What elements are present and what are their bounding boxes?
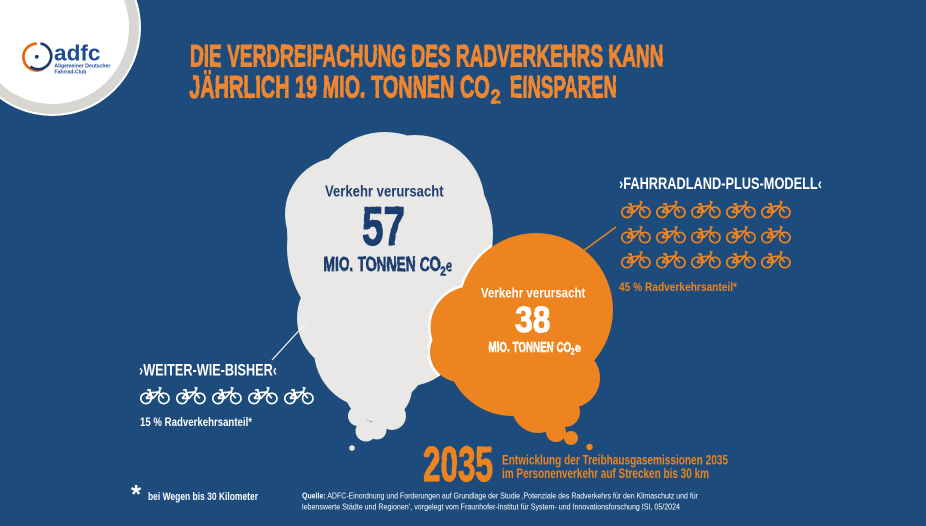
svg-text:38: 38: [515, 299, 550, 340]
svg-text:45 % Radverkehrsanteil*: 45 % Radverkehrsanteil*: [619, 280, 737, 294]
svg-text:e: e: [575, 343, 581, 355]
svg-text:›FAHRRADLAND-PLUS-MODELL‹: ›FAHRRADLAND-PLUS-MODELL‹: [619, 175, 822, 193]
svg-text:2: 2: [440, 264, 446, 279]
svg-text:adfc: adfc: [54, 41, 101, 66]
svg-text:lebenswerte Städte und Regione: lebenswerte Städte und Regionen‘, vorgel…: [302, 502, 680, 511]
svg-text:›WEITER-WIE-BISHER‹: ›WEITER-WIE-BISHER‹: [139, 362, 277, 380]
svg-text:DIE VERDREIFACHUNG DES RADVERK: DIE VERDREIFACHUNG DES RADVERKEHRS KANN: [190, 37, 663, 73]
svg-text:e: e: [446, 258, 452, 275]
svg-text:Entwicklung der Treibhausgasem: Entwicklung der Treibhausgasemissionen 2…: [502, 453, 728, 468]
svg-text:2: 2: [571, 347, 575, 357]
svg-text:EINSPAREN: EINSPAREN: [510, 68, 617, 104]
svg-text:MIO. TONNEN CO: MIO. TONNEN CO: [323, 254, 440, 276]
svg-text:Verkehr verursacht: Verkehr verursacht: [481, 284, 586, 300]
svg-text:Allgemeiner Deutscher: Allgemeiner Deutscher: [54, 64, 111, 70]
svg-text:57: 57: [362, 195, 405, 257]
svg-text:Quelle: ADFC-Einordnung und Fo: Quelle: ADFC-Einordnung und Forderungen …: [302, 492, 698, 501]
svg-text:Fahrrad-Club: Fahrrad-Club: [54, 70, 87, 76]
svg-text:*: *: [131, 479, 142, 509]
svg-text:2035: 2035: [423, 438, 493, 492]
svg-text:MIO. TONNEN CO: MIO. TONNEN CO: [489, 340, 572, 356]
svg-text:2: 2: [491, 86, 501, 108]
svg-text:15 % Radverkehrsanteil*: 15 % Radverkehrsanteil*: [140, 415, 252, 429]
svg-text:im Personenverkehr auf Strecke: im Personenverkehr auf Strecken bis 30 k…: [502, 466, 709, 481]
svg-text:JÄHRLICH 19 MIO. TONNEN CO: JÄHRLICH 19 MIO. TONNEN CO: [189, 68, 489, 104]
svg-text:bei Wegen bis 30 Kilometer: bei Wegen bis 30 Kilometer: [148, 491, 258, 503]
svg-text:Verkehr verursacht: Verkehr verursacht: [325, 184, 444, 201]
